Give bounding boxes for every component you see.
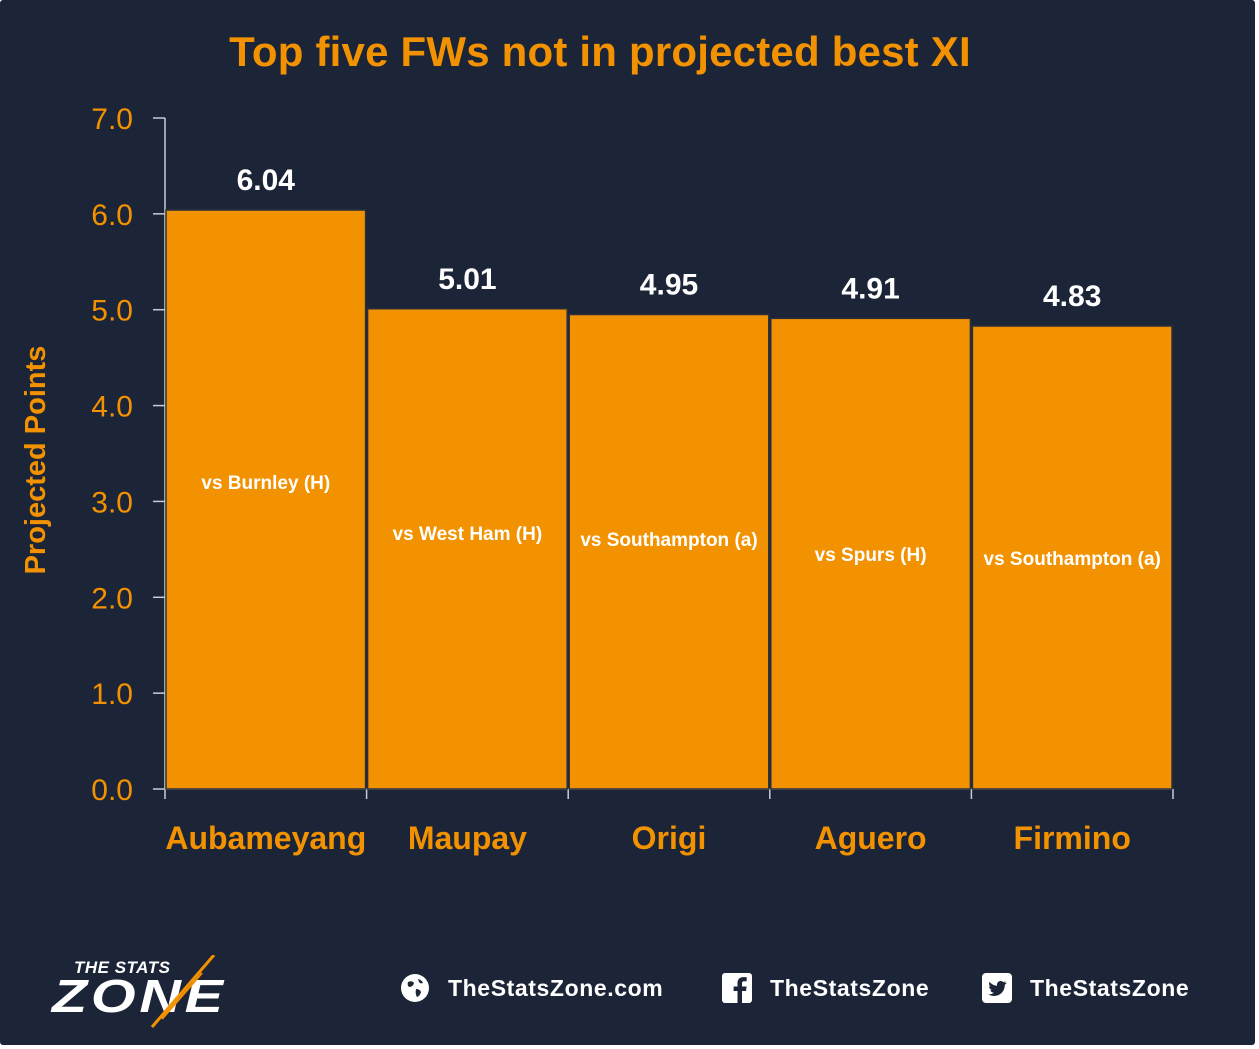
bar-value-label: 6.04 bbox=[237, 164, 296, 197]
bar bbox=[971, 325, 1173, 790]
bar bbox=[366, 308, 568, 790]
bar-fixture-label: vs Spurs (H) bbox=[815, 545, 927, 566]
bar-fixture-label: vs Southampton (a) bbox=[580, 530, 757, 551]
bar-value-label: 4.91 bbox=[841, 272, 899, 305]
bars: 6.04 vs Burnley (H) Aubameyang 5.01 vs West … bbox=[165, 164, 1173, 856]
footer: THE STATS ZONE TheStatsZone.com bbox=[0, 955, 1255, 1035]
y-tick-label: 5.0 bbox=[91, 295, 133, 328]
bar bbox=[568, 313, 770, 790]
x-category-label: Maupay bbox=[408, 820, 527, 856]
x-category-label: Firmino bbox=[1014, 820, 1131, 856]
y-tick-label: 0.0 bbox=[91, 774, 133, 807]
bar-value-label: 5.01 bbox=[438, 263, 496, 296]
x-category-label: Aguero bbox=[815, 820, 927, 856]
x-category-label: Aubameyang bbox=[165, 820, 366, 856]
bar bbox=[770, 317, 972, 790]
bar-fixture-label: vs Southampton (a) bbox=[984, 549, 1161, 570]
website-text: TheStatsZone.com bbox=[448, 974, 664, 1001]
bar-fixture-label: vs Burnley (H) bbox=[201, 473, 330, 494]
bar-fixture-label: vs West Ham (H) bbox=[393, 524, 543, 545]
y-tick-label: 6.0 bbox=[91, 199, 133, 232]
x-category-label: Origi bbox=[632, 820, 707, 856]
stats-zone-logo: THE STATS ZONE bbox=[52, 955, 267, 1028]
bar-value-label: 4.83 bbox=[1043, 280, 1101, 313]
bar bbox=[165, 209, 367, 790]
twitter-link[interactable]: TheStatsZone bbox=[982, 973, 1189, 1003]
y-tick-label: 4.0 bbox=[91, 391, 133, 424]
logo-text-top: THE STATS bbox=[74, 958, 171, 977]
y-tick-label: 3.0 bbox=[91, 486, 133, 519]
website-link[interactable]: TheStatsZone.com bbox=[400, 973, 663, 1003]
x-axis bbox=[164, 788, 1174, 799]
y-tick-label: 7.0 bbox=[91, 103, 133, 136]
facebook-icon bbox=[722, 973, 752, 1003]
twitter-icon bbox=[982, 973, 1012, 1003]
facebook-link[interactable]: TheStatsZone bbox=[722, 973, 929, 1003]
facebook-text: TheStatsZone bbox=[770, 974, 930, 1001]
y-axis: 0.0 1.0 2.0 3.0 4.0 5.0 6.0 7.0 bbox=[91, 103, 166, 807]
y-tick-label: 1.0 bbox=[91, 678, 133, 711]
chart-title: Top five FWs not in projected best XI bbox=[229, 28, 971, 75]
globe-icon bbox=[401, 974, 429, 1002]
bar-chart: 0.0 1.0 2.0 3.0 4.0 5.0 6.0 7.0 6.04 vs Burnley … bbox=[20, 103, 1174, 856]
twitter-text: TheStatsZone bbox=[1030, 974, 1190, 1001]
y-axis-label: Projected Points bbox=[20, 346, 52, 575]
bar-value-label: 4.95 bbox=[640, 269, 698, 302]
logo-swoosh-icon bbox=[150, 955, 216, 1028]
y-tick-label: 2.0 bbox=[91, 582, 133, 615]
